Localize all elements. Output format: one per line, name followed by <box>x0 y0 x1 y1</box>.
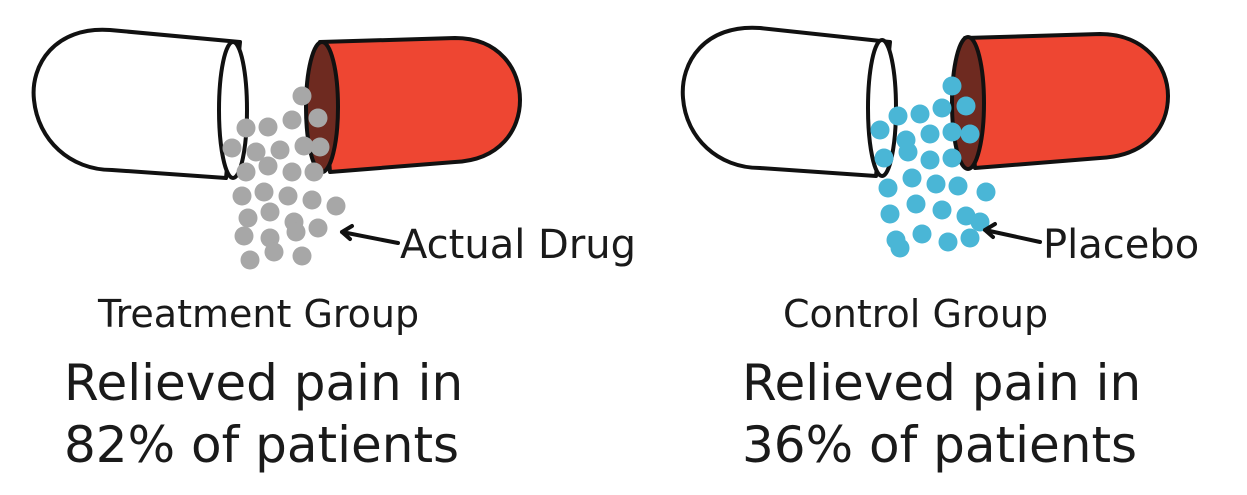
drug-granule <box>246 142 266 162</box>
placebo-granule <box>960 228 980 248</box>
placebo-granule <box>976 182 996 202</box>
drug-granule <box>236 118 256 138</box>
drug-granule <box>232 186 252 206</box>
drug-granules <box>222 86 346 270</box>
drug-granule <box>310 137 330 157</box>
placebo-granule <box>960 124 980 144</box>
placebo-granule <box>906 194 926 214</box>
drug-granule <box>260 202 280 222</box>
placebo-granule <box>938 232 958 252</box>
treatment-group-label: Treatment Group <box>98 292 420 336</box>
drug-granule <box>258 117 278 137</box>
placebo-granule <box>910 104 930 124</box>
control-result-line2: 36% of patients <box>742 416 1138 474</box>
control-capsule-white-half <box>680 25 898 178</box>
placebo-granule <box>920 150 940 170</box>
drug-granule <box>304 162 324 182</box>
drug-granule <box>258 156 278 176</box>
control-capsule <box>680 25 1170 258</box>
drug-granule <box>236 162 256 182</box>
placebo-granule <box>942 76 962 96</box>
placebo-granule <box>912 224 932 244</box>
placebo-granule <box>932 98 952 118</box>
treatment-capsule-red-half <box>304 36 522 174</box>
drug-granule <box>308 108 328 128</box>
drug-granule <box>326 196 346 216</box>
placebo-granule <box>874 148 894 168</box>
drug-granule <box>254 182 274 202</box>
placebo-granule <box>948 176 968 196</box>
placebo-granule <box>890 238 910 258</box>
placebo-granule <box>942 122 962 142</box>
placebo-granule <box>878 178 898 198</box>
treatment-result-line2: 82% of patients <box>64 416 460 474</box>
placebo-granule <box>898 142 918 162</box>
treatment-capsule <box>31 27 522 270</box>
treatment-capsule-white-half <box>31 27 249 180</box>
placebo-granules <box>870 76 996 258</box>
drug-granule <box>240 250 260 270</box>
control-group-label: Control Group <box>783 292 1049 336</box>
placebo-granule <box>880 204 900 224</box>
placebo-granule <box>926 174 946 194</box>
drug-granule <box>282 162 302 182</box>
drug-granule <box>238 208 258 228</box>
control-result-line1: Relieved pain in <box>742 354 1142 412</box>
placebo-granule <box>902 168 922 188</box>
placebo-pointer-arrow <box>983 222 1042 244</box>
placebo-granule <box>920 124 940 144</box>
placebo-granule <box>870 120 890 140</box>
placebo-granule <box>970 212 990 232</box>
drug-granule <box>278 186 298 206</box>
placebo-granule <box>888 106 908 126</box>
control-capsule-red-half <box>950 32 1170 171</box>
drug-granule <box>282 110 302 130</box>
drug-granule <box>286 222 306 242</box>
placebo-granule <box>956 96 976 116</box>
drug-granule <box>234 226 254 246</box>
placebo-granule <box>932 200 952 220</box>
treatment-result-line1: Relieved pain in <box>64 354 464 412</box>
placebo-granule <box>942 148 962 168</box>
drug-granule <box>294 136 314 156</box>
drug-granule <box>270 140 290 160</box>
drug-pointer-arrow <box>340 224 400 245</box>
actual-drug-label: Actual Drug <box>400 222 637 268</box>
drug-granule <box>222 138 242 158</box>
drug-granule <box>292 246 312 266</box>
placebo-label: Placebo <box>1043 222 1200 268</box>
drug-granule <box>308 218 328 238</box>
drug-granule <box>264 242 284 262</box>
drug-granule <box>302 190 322 210</box>
drug-granule <box>292 86 312 106</box>
